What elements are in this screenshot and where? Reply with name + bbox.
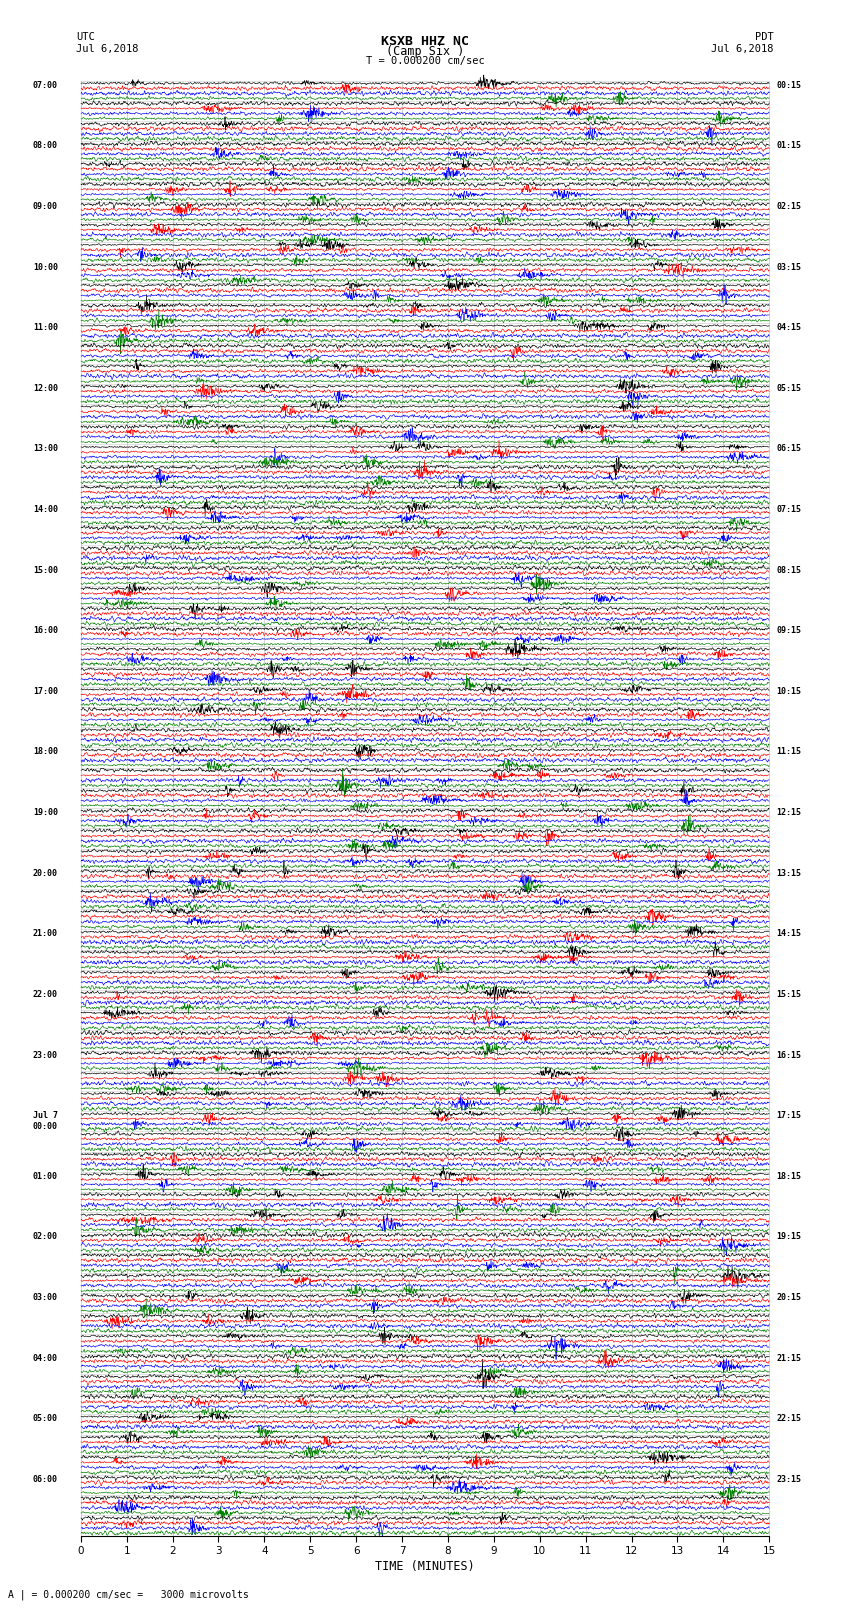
Text: 01:00: 01:00 [33,1171,58,1181]
Text: 05:15: 05:15 [776,384,802,392]
Text: 02:15: 02:15 [776,202,802,211]
Text: 00:15: 00:15 [776,81,802,90]
Text: 17:00: 17:00 [33,687,58,695]
Text: 17:15: 17:15 [776,1111,802,1119]
Text: 08:15: 08:15 [776,566,802,574]
Text: 06:15: 06:15 [776,445,802,453]
Text: 19:00: 19:00 [33,808,58,818]
Text: 23:00: 23:00 [33,1050,58,1060]
Text: 08:00: 08:00 [33,142,58,150]
Text: 11:15: 11:15 [776,747,802,756]
Text: 18:00: 18:00 [33,747,58,756]
Text: T = 0.000200 cm/sec: T = 0.000200 cm/sec [366,56,484,66]
Text: 10:15: 10:15 [776,687,802,695]
X-axis label: TIME (MINUTES): TIME (MINUTES) [375,1560,475,1573]
Text: A | = 0.000200 cm/sec =   3000 microvolts: A | = 0.000200 cm/sec = 3000 microvolts [8,1589,249,1600]
Text: PDT: PDT [755,32,774,42]
Text: 13:15: 13:15 [776,869,802,877]
Text: 12:00: 12:00 [33,384,58,392]
Text: Jul 7
00:00: Jul 7 00:00 [33,1111,58,1131]
Text: (Camp Six ): (Camp Six ) [386,45,464,58]
Text: 21:15: 21:15 [776,1353,802,1363]
Text: KSXB HHZ NC: KSXB HHZ NC [381,35,469,48]
Text: 19:15: 19:15 [776,1232,802,1242]
Text: 23:15: 23:15 [776,1474,802,1484]
Text: 02:00: 02:00 [33,1232,58,1242]
Text: 14:15: 14:15 [776,929,802,939]
Text: 13:00: 13:00 [33,445,58,453]
Text: 15:00: 15:00 [33,566,58,574]
Text: 05:00: 05:00 [33,1415,58,1423]
Text: 22:00: 22:00 [33,990,58,998]
Text: 11:00: 11:00 [33,323,58,332]
Text: 04:15: 04:15 [776,323,802,332]
Text: 04:00: 04:00 [33,1353,58,1363]
Text: 01:15: 01:15 [776,142,802,150]
Text: 07:15: 07:15 [776,505,802,515]
Text: UTC: UTC [76,32,95,42]
Text: 10:00: 10:00 [33,263,58,271]
Text: Jul 6,2018: Jul 6,2018 [711,44,774,53]
Text: 09:15: 09:15 [776,626,802,636]
Text: 20:00: 20:00 [33,869,58,877]
Text: 15:15: 15:15 [776,990,802,998]
Text: 20:15: 20:15 [776,1294,802,1302]
Text: 03:00: 03:00 [33,1294,58,1302]
Text: 12:15: 12:15 [776,808,802,818]
Text: 07:00: 07:00 [33,81,58,90]
Text: 03:15: 03:15 [776,263,802,271]
Text: 22:15: 22:15 [776,1415,802,1423]
Text: 16:15: 16:15 [776,1050,802,1060]
Text: 18:15: 18:15 [776,1171,802,1181]
Text: Jul 6,2018: Jul 6,2018 [76,44,139,53]
Text: 21:00: 21:00 [33,929,58,939]
Text: 06:00: 06:00 [33,1474,58,1484]
Text: 14:00: 14:00 [33,505,58,515]
Text: 16:00: 16:00 [33,626,58,636]
Text: 09:00: 09:00 [33,202,58,211]
